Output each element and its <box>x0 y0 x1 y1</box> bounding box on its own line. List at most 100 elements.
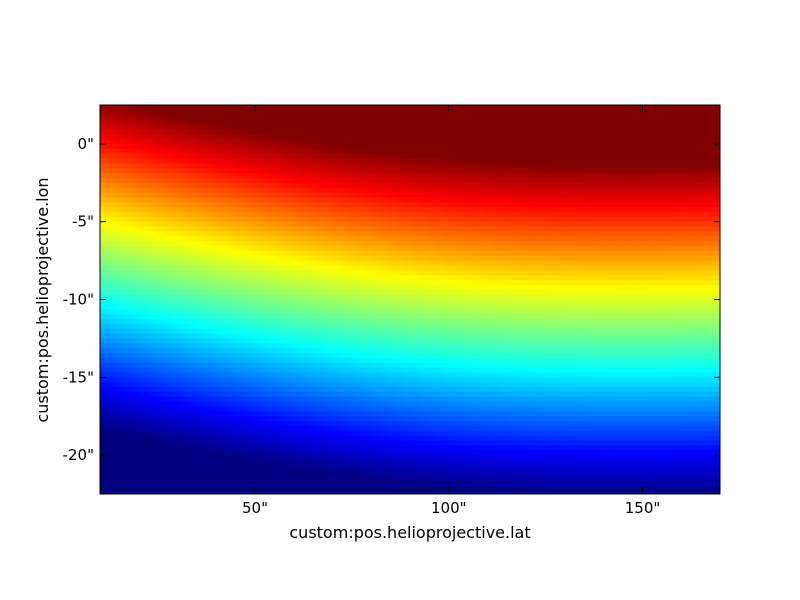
heatmap-cell <box>301 134 306 140</box>
heatmap-cell <box>235 455 241 461</box>
heatmap-cell <box>282 211 287 218</box>
heatmap-cell <box>165 265 171 271</box>
heatmap-cell <box>270 450 275 456</box>
heatmap-cell <box>142 211 148 218</box>
heatmap-cell <box>208 411 213 417</box>
heatmap-cell <box>332 338 337 344</box>
heatmap-cell <box>251 318 256 325</box>
heatmap-cell <box>278 464 283 471</box>
heatmap-cell <box>119 129 124 135</box>
heatmap-cell <box>111 367 117 374</box>
heatmap-cell <box>243 114 248 121</box>
heatmap-cell <box>177 362 182 369</box>
heatmap-cell <box>305 153 310 160</box>
heatmap-cell <box>293 187 299 194</box>
heatmap-cell <box>154 114 159 121</box>
heatmap-cell <box>208 459 213 466</box>
heatmap-cell <box>119 489 124 494</box>
heatmap-cell <box>266 362 272 369</box>
heatmap-cell <box>131 357 136 364</box>
heatmap-cell <box>189 459 194 466</box>
heatmap-cell <box>193 236 198 242</box>
heatmap-cell <box>274 425 279 432</box>
heatmap-cell <box>169 163 175 169</box>
heatmap-cell <box>138 124 144 130</box>
heatmap-cell <box>235 139 241 145</box>
heatmap-cell <box>177 275 182 281</box>
heatmap-cell <box>243 168 248 174</box>
heatmap-cell <box>165 289 171 296</box>
heatmap-cell <box>286 387 291 393</box>
heatmap-cell <box>266 207 272 213</box>
heatmap-cell <box>258 338 264 344</box>
heatmap-cell <box>119 158 124 164</box>
heatmap-cell <box>278 367 283 374</box>
heatmap-cell <box>181 391 186 398</box>
heatmap-cell <box>266 139 272 145</box>
heatmap-cell <box>258 168 264 174</box>
heatmap-cell <box>212 440 217 446</box>
heatmap-cell <box>216 304 221 310</box>
heatmap-cell <box>173 270 179 276</box>
heatmap-cell <box>328 328 334 335</box>
heatmap-cell <box>313 435 318 442</box>
heatmap-cell <box>305 231 310 237</box>
heatmap-cell <box>131 401 136 408</box>
heatmap-cell <box>278 105 283 111</box>
heatmap-cell <box>262 241 268 247</box>
heatmap-cell <box>134 289 140 296</box>
heatmap-cell <box>278 318 283 325</box>
heatmap-cell <box>266 255 272 262</box>
heatmap-cell <box>289 396 295 403</box>
heatmap-cell <box>286 430 291 437</box>
heatmap-cell <box>107 352 113 359</box>
heatmap-cell <box>227 289 233 296</box>
heatmap-cell <box>212 143 217 150</box>
heatmap-cell <box>165 357 171 364</box>
heatmap-cell <box>204 484 210 490</box>
heatmap-cell <box>162 211 167 218</box>
heatmap-cell <box>282 246 287 252</box>
heatmap-cell <box>212 430 217 437</box>
heatmap-cell <box>165 168 171 174</box>
heatmap-cell <box>111 192 117 198</box>
heatmap-cell <box>224 425 229 432</box>
heatmap-cell <box>235 343 241 349</box>
heatmap-cell <box>266 114 272 121</box>
heatmap-cell <box>301 343 306 349</box>
heatmap-cell <box>251 221 256 228</box>
heatmap-cell <box>289 173 295 179</box>
heatmap-cell <box>200 207 206 213</box>
heatmap-cell <box>173 333 179 339</box>
heatmap-cell <box>162 425 167 432</box>
heatmap-cell <box>227 348 233 354</box>
heatmap-cell <box>255 255 260 262</box>
heatmap-cell <box>204 469 210 476</box>
heatmap-cell <box>200 173 206 179</box>
heatmap-cell <box>154 226 159 233</box>
heatmap-cell <box>313 367 318 374</box>
heatmap-cell <box>173 187 179 194</box>
heatmap-cell <box>107 294 113 301</box>
heatmap-cell <box>200 377 206 383</box>
heatmap-cell <box>231 197 237 203</box>
heatmap-cell <box>227 474 233 481</box>
heatmap-cell <box>255 275 260 281</box>
heatmap-cell <box>305 143 310 150</box>
heatmap-cell <box>181 474 186 481</box>
heatmap-cell <box>258 391 264 398</box>
heatmap-cell <box>103 396 109 403</box>
heatmap-cell <box>107 202 113 208</box>
heatmap-cell <box>274 284 279 291</box>
heatmap-cell <box>165 440 171 446</box>
heatmap-cell <box>111 294 117 301</box>
heatmap-cell <box>262 484 268 490</box>
heatmap-cell <box>282 416 287 422</box>
heatmap-cell <box>239 143 244 150</box>
heatmap-cell <box>286 348 291 354</box>
heatmap-cell <box>158 333 163 339</box>
heatmap-cell <box>301 260 306 267</box>
heatmap-cell <box>293 421 299 427</box>
heatmap-cell <box>227 197 233 203</box>
heatmap-cell <box>131 338 136 344</box>
